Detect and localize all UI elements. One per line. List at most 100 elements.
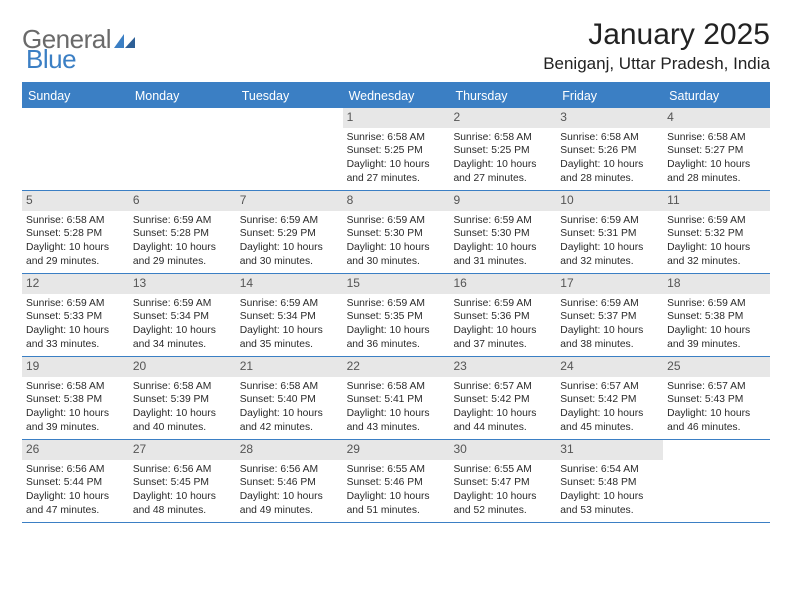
sunrise-text: Sunrise: 6:58 AM (345, 380, 448, 394)
week-row: 5Sunrise: 6:58 AMSunset: 5:28 PMDaylight… (22, 191, 770, 274)
day-number: 19 (22, 357, 129, 377)
day-cell: 27Sunrise: 6:56 AMSunset: 5:45 PMDayligh… (129, 440, 236, 522)
sunrise-text: Sunrise: 6:56 AM (238, 463, 341, 477)
brand-text-2-wrap: Blue (26, 44, 76, 75)
day-cell: 10Sunrise: 6:59 AMSunset: 5:31 PMDayligh… (556, 191, 663, 273)
day-number: 27 (129, 440, 236, 460)
sunset-text: Sunset: 5:47 PM (451, 476, 554, 490)
sunrise-text: Sunrise: 6:58 AM (665, 131, 768, 145)
sunset-text: Sunset: 5:31 PM (558, 227, 661, 241)
day-header-row: Sunday Monday Tuesday Wednesday Thursday… (22, 84, 770, 108)
dayhead-friday: Friday (556, 84, 663, 108)
sunrise-text: Sunrise: 6:58 AM (24, 380, 127, 394)
day-cell: 15Sunrise: 6:59 AMSunset: 5:35 PMDayligh… (343, 274, 450, 356)
sunset-text: Sunset: 5:48 PM (558, 476, 661, 490)
day-cell: 28Sunrise: 6:56 AMSunset: 5:46 PMDayligh… (236, 440, 343, 522)
sunset-text: Sunset: 5:46 PM (238, 476, 341, 490)
day-cell: 16Sunrise: 6:59 AMSunset: 5:36 PMDayligh… (449, 274, 556, 356)
daylight-text: Daylight: 10 hours and 27 minutes. (345, 158, 448, 185)
daylight-text: Daylight: 10 hours and 34 minutes. (131, 324, 234, 351)
day-cell: 5Sunrise: 6:58 AMSunset: 5:28 PMDaylight… (22, 191, 129, 273)
dayhead-wednesday: Wednesday (343, 84, 450, 108)
day-number: 5 (22, 191, 129, 211)
location-text: Beniganj, Uttar Pradesh, India (543, 54, 770, 74)
sunset-text: Sunset: 5:28 PM (131, 227, 234, 241)
day-number: 18 (663, 274, 770, 294)
day-cell: 23Sunrise: 6:57 AMSunset: 5:42 PMDayligh… (449, 357, 556, 439)
day-number: 20 (129, 357, 236, 377)
day-number: 2 (449, 108, 556, 128)
dayhead-saturday: Saturday (663, 84, 770, 108)
calendar-grid: Sunday Monday Tuesday Wednesday Thursday… (22, 82, 770, 523)
sunset-text: Sunset: 5:41 PM (345, 393, 448, 407)
day-number: 1 (343, 108, 450, 128)
sunrise-text: Sunrise: 6:59 AM (558, 214, 661, 228)
day-cell: 18Sunrise: 6:59 AMSunset: 5:38 PMDayligh… (663, 274, 770, 356)
sunset-text: Sunset: 5:33 PM (24, 310, 127, 324)
day-cell: 13Sunrise: 6:59 AMSunset: 5:34 PMDayligh… (129, 274, 236, 356)
sunrise-text: Sunrise: 6:59 AM (238, 214, 341, 228)
day-cell: 17Sunrise: 6:59 AMSunset: 5:37 PMDayligh… (556, 274, 663, 356)
week-row: 12Sunrise: 6:59 AMSunset: 5:33 PMDayligh… (22, 274, 770, 357)
brand-sail-icon (114, 32, 136, 53)
daylight-text: Daylight: 10 hours and 52 minutes. (451, 490, 554, 517)
sunset-text: Sunset: 5:46 PM (345, 476, 448, 490)
sunset-text: Sunset: 5:28 PM (24, 227, 127, 241)
sunset-text: Sunset: 5:27 PM (665, 144, 768, 158)
sunrise-text: Sunrise: 6:58 AM (238, 380, 341, 394)
sunset-text: Sunset: 5:25 PM (345, 144, 448, 158)
week-row: 26Sunrise: 6:56 AMSunset: 5:44 PMDayligh… (22, 440, 770, 523)
daylight-text: Daylight: 10 hours and 44 minutes. (451, 407, 554, 434)
sunrise-text: Sunrise: 6:59 AM (131, 214, 234, 228)
day-number: 28 (236, 440, 343, 460)
sunrise-text: Sunrise: 6:56 AM (131, 463, 234, 477)
daylight-text: Daylight: 10 hours and 53 minutes. (558, 490, 661, 517)
sunset-text: Sunset: 5:36 PM (451, 310, 554, 324)
sunrise-text: Sunrise: 6:56 AM (24, 463, 127, 477)
daylight-text: Daylight: 10 hours and 48 minutes. (131, 490, 234, 517)
sunrise-text: Sunrise: 6:55 AM (345, 463, 448, 477)
day-cell: 12Sunrise: 6:59 AMSunset: 5:33 PMDayligh… (22, 274, 129, 356)
day-cell: 21Sunrise: 6:58 AMSunset: 5:40 PMDayligh… (236, 357, 343, 439)
daylight-text: Daylight: 10 hours and 29 minutes. (24, 241, 127, 268)
daylight-text: Daylight: 10 hours and 33 minutes. (24, 324, 127, 351)
sunset-text: Sunset: 5:30 PM (451, 227, 554, 241)
sunset-text: Sunset: 5:34 PM (131, 310, 234, 324)
sunrise-text: Sunrise: 6:59 AM (665, 297, 768, 311)
day-number: 30 (449, 440, 556, 460)
sunrise-text: Sunrise: 6:58 AM (131, 380, 234, 394)
day-number: 26 (22, 440, 129, 460)
month-title: January 2025 (543, 18, 770, 52)
calendar-page: General January 2025 Beniganj, Uttar Pra… (0, 0, 792, 523)
day-number: 13 (129, 274, 236, 294)
sunrise-text: Sunrise: 6:58 AM (558, 131, 661, 145)
sunset-text: Sunset: 5:40 PM (238, 393, 341, 407)
daylight-text: Daylight: 10 hours and 47 minutes. (24, 490, 127, 517)
day-cell: 8Sunrise: 6:59 AMSunset: 5:30 PMDaylight… (343, 191, 450, 273)
day-cell (22, 108, 129, 190)
sunset-text: Sunset: 5:32 PM (665, 227, 768, 241)
sunset-text: Sunset: 5:29 PM (238, 227, 341, 241)
sunrise-text: Sunrise: 6:59 AM (24, 297, 127, 311)
day-number: 23 (449, 357, 556, 377)
brand-text-2: Blue (26, 44, 76, 74)
sunset-text: Sunset: 5:37 PM (558, 310, 661, 324)
day-number: 24 (556, 357, 663, 377)
day-number: 31 (556, 440, 663, 460)
day-cell: 4Sunrise: 6:58 AMSunset: 5:27 PMDaylight… (663, 108, 770, 190)
day-cell: 25Sunrise: 6:57 AMSunset: 5:43 PMDayligh… (663, 357, 770, 439)
day-number: 11 (663, 191, 770, 211)
daylight-text: Daylight: 10 hours and 32 minutes. (665, 241, 768, 268)
week-row: 1 Sunrise: 6:58 AM Sunset: 5:25 PMDaylight… (22, 108, 770, 191)
sunset-text: Sunset: 5:44 PM (24, 476, 127, 490)
daylight-text: Daylight: 10 hours and 35 minutes. (238, 324, 341, 351)
day-cell: 9Sunrise: 6:59 AMSunset: 5:30 PMDaylight… (449, 191, 556, 273)
sunset-text: Sunset: 5:30 PM (345, 227, 448, 241)
header: General January 2025 Beniganj, Uttar Pra… (22, 18, 770, 74)
sunrise-text: Sunrise: 6:59 AM (345, 214, 448, 228)
daylight-text: Daylight: 10 hours and 30 minutes. (345, 241, 448, 268)
daylight-text: Daylight: 10 hours and 39 minutes. (24, 407, 127, 434)
day-cell: 1Sunrise: 6:58 AMSunset: 5:25 PMDaylight… (343, 108, 450, 190)
sunrise-text: Sunrise: 6:59 AM (558, 297, 661, 311)
sunrise-text: Sunrise: 6:59 AM (345, 297, 448, 311)
